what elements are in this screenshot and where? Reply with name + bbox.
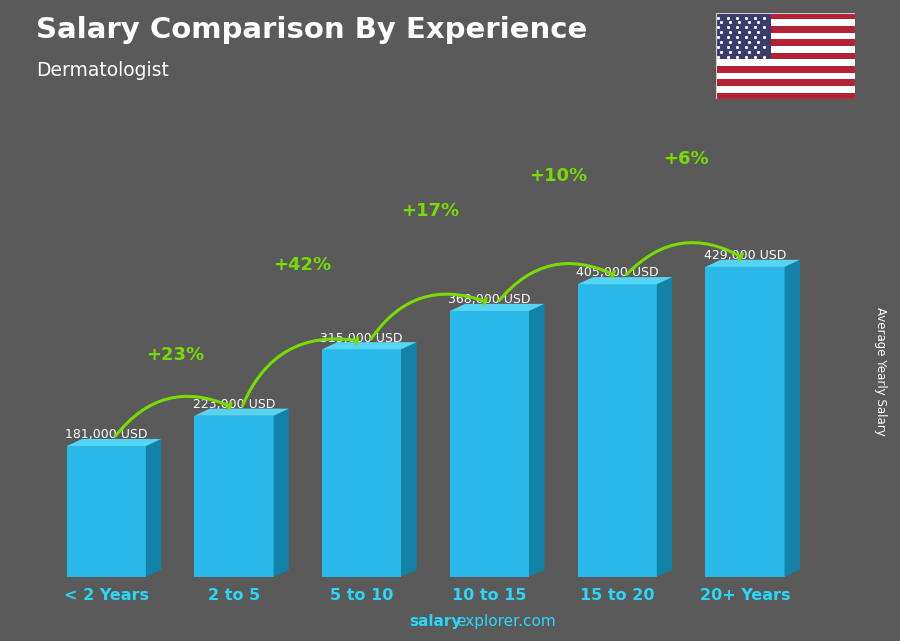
Bar [716,19,855,26]
Bar [578,284,657,577]
Polygon shape [706,260,800,267]
Polygon shape [67,439,161,446]
Bar [716,86,855,93]
Bar [716,66,855,72]
Polygon shape [578,277,672,284]
Bar [67,446,146,577]
Polygon shape [146,439,161,577]
Text: Salary Comparison By Experience: Salary Comparison By Experience [36,16,587,44]
Bar [716,40,855,46]
Bar [716,72,855,79]
Text: salary: salary [410,615,462,629]
Polygon shape [657,277,672,577]
Text: +17%: +17% [401,201,459,220]
Text: 315,000 USD: 315,000 USD [320,331,403,344]
Polygon shape [194,408,289,416]
Bar [716,93,855,99]
Polygon shape [785,260,800,577]
Bar [450,311,529,577]
Text: +6%: +6% [663,149,708,167]
Bar [716,53,855,60]
Text: 405,000 USD: 405,000 USD [576,267,659,279]
Polygon shape [529,304,544,577]
Bar [716,46,855,53]
Bar [322,349,401,577]
Bar [716,79,855,86]
Polygon shape [322,342,417,349]
Text: +10%: +10% [529,167,587,185]
Text: 429,000 USD: 429,000 USD [704,249,787,262]
Text: 223,000 USD: 223,000 USD [193,398,275,411]
Bar [716,60,855,66]
Text: +42%: +42% [274,256,331,274]
Text: Average Yearly Salary: Average Yearly Salary [874,308,886,436]
Polygon shape [274,408,289,577]
Text: 368,000 USD: 368,000 USD [448,293,531,306]
Text: +23%: +23% [146,346,203,364]
Bar [194,416,274,577]
Bar [716,26,855,33]
Polygon shape [450,304,544,311]
Text: 181,000 USD: 181,000 USD [65,428,148,442]
Bar [716,33,855,40]
Bar [706,267,785,577]
Bar [716,13,771,60]
Bar [716,13,855,19]
Polygon shape [401,342,417,577]
Text: explorer.com: explorer.com [456,615,556,629]
Text: Dermatologist: Dermatologist [36,61,169,80]
